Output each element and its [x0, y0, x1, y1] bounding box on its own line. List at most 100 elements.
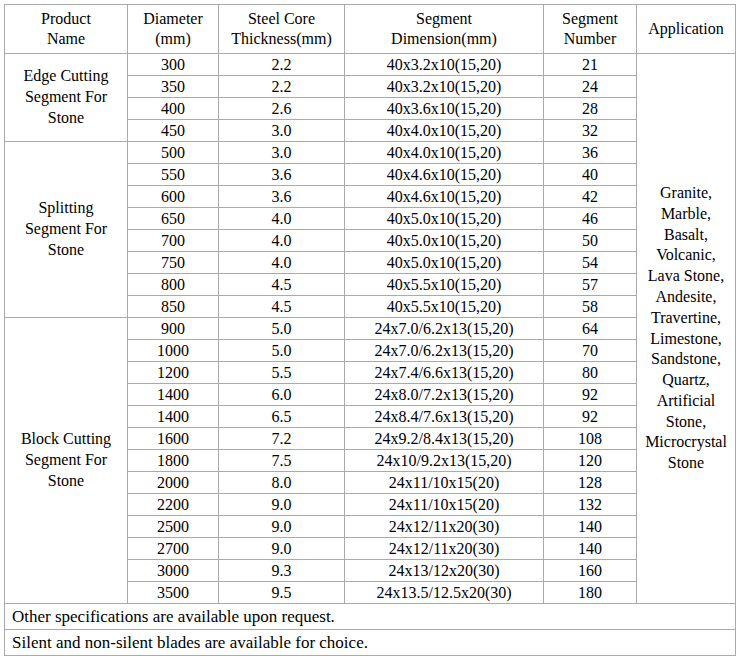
cell-segment-number: 21: [544, 54, 637, 76]
cell-diameter: 500: [128, 142, 219, 164]
cell-diameter: 2000: [128, 472, 219, 494]
cell-diameter: 700: [128, 230, 219, 252]
col-header-segment-number: Segment Number: [544, 5, 637, 54]
cell-steel-core-thickness: 4.0: [219, 208, 345, 230]
cell-segment-number: 32: [544, 120, 637, 142]
cell-steel-core-thickness: 2.2: [219, 54, 345, 76]
cell-segment-number: 92: [544, 384, 637, 406]
cell-steel-core-thickness: 9.0: [219, 538, 345, 560]
cell-segment-number: 92: [544, 406, 637, 428]
cell-steel-core-thickness: 2.2: [219, 76, 345, 98]
cell-diameter: 800: [128, 274, 219, 296]
cell-diameter: 2500: [128, 516, 219, 538]
cell-segment-dimension: 40x4.6x10(15,20): [345, 186, 544, 208]
cell-diameter: 450: [128, 120, 219, 142]
cell-segment-dimension: 24x13.5/12.5x20(30): [345, 582, 544, 604]
cell-diameter: 1800: [128, 450, 219, 472]
col-header-diameter: Diameter (mm): [128, 5, 219, 54]
cell-steel-core-thickness: 9.3: [219, 560, 345, 582]
cell-segment-dimension: 24x13/12x20(30): [345, 560, 544, 582]
cell-steel-core-thickness: 3.0: [219, 120, 345, 142]
cell-steel-core-thickness: 9.5: [219, 582, 345, 604]
cell-steel-core-thickness: 6.0: [219, 384, 345, 406]
footnote-specifications: Other specifications are available upon …: [5, 604, 736, 630]
cell-segment-dimension: 40x3.2x10(15,20): [345, 76, 544, 98]
cell-steel-core-thickness: 8.0: [219, 472, 345, 494]
product-name-cell: Block Cutting Segment For Stone: [5, 318, 128, 604]
table-header: Product Name Diameter (mm) Steel Core Th…: [5, 5, 736, 54]
cell-steel-core-thickness: 4.5: [219, 274, 345, 296]
cell-steel-core-thickness: 7.5: [219, 450, 345, 472]
table-body: Edge Cutting Segment For Stone3002.240x3…: [5, 54, 736, 604]
cell-diameter: 2200: [128, 494, 219, 516]
cell-segment-dimension: 40x5.5x10(15,20): [345, 296, 544, 318]
cell-diameter: 400: [128, 98, 219, 120]
cell-diameter: 3500: [128, 582, 219, 604]
cell-segment-dimension: 24x7.0/6.2x13(15,20): [345, 318, 544, 340]
col-header-steel-core-thickness: Steel Core Thickness(mm): [219, 5, 345, 54]
cell-segment-dimension: 24x8.4/7.6x13(15,20): [345, 406, 544, 428]
cell-segment-number: 58: [544, 296, 637, 318]
cell-segment-number: 128: [544, 472, 637, 494]
cell-segment-dimension: 24x11/10x15(20): [345, 472, 544, 494]
cell-segment-number: 50: [544, 230, 637, 252]
cell-steel-core-thickness: 3.0: [219, 142, 345, 164]
cell-segment-number: 54: [544, 252, 637, 274]
cell-segment-dimension: 24x8.0/7.2x13(15,20): [345, 384, 544, 406]
cell-segment-number: 24: [544, 76, 637, 98]
cell-diameter: 2700: [128, 538, 219, 560]
cell-segment-dimension: 24x11/10x15(20): [345, 494, 544, 516]
cell-segment-number: 42: [544, 186, 637, 208]
footnote-row: Other specifications are available upon …: [5, 604, 736, 630]
product-name-cell: Splitting Segment For Stone: [5, 142, 128, 318]
cell-segment-number: 140: [544, 538, 637, 560]
cell-diameter: 1400: [128, 406, 219, 428]
cell-diameter: 600: [128, 186, 219, 208]
cell-segment-dimension: 40x4.0x10(15,20): [345, 142, 544, 164]
cell-diameter: 650: [128, 208, 219, 230]
footnote-blades: Silent and non-silent blades are availab…: [5, 630, 736, 656]
cell-steel-core-thickness: 2.6: [219, 98, 345, 120]
application-cell: Granite, Marble, Basalt, Volcanic, Lava …: [637, 54, 736, 604]
table-footnotes: Other specifications are available upon …: [5, 604, 736, 656]
cell-steel-core-thickness: 3.6: [219, 164, 345, 186]
cell-segment-dimension: 24x7.0/6.2x13(15,20): [345, 340, 544, 362]
cell-diameter: 850: [128, 296, 219, 318]
cell-steel-core-thickness: 4.5: [219, 296, 345, 318]
cell-segment-dimension: 40x4.0x10(15,20): [345, 120, 544, 142]
cell-segment-dimension: 40x4.6x10(15,20): [345, 164, 544, 186]
cell-segment-dimension: 24x9.2/8.4x13(15,20): [345, 428, 544, 450]
cell-segment-dimension: 40x5.5x10(15,20): [345, 274, 544, 296]
spec-row: Splitting Segment For Stone5003.040x4.0x…: [5, 142, 736, 164]
cell-diameter: 300: [128, 54, 219, 76]
cell-steel-core-thickness: 3.6: [219, 186, 345, 208]
spec-row: Block Cutting Segment For Stone9005.024x…: [5, 318, 736, 340]
spec-row: Edge Cutting Segment For Stone3002.240x3…: [5, 54, 736, 76]
cell-steel-core-thickness: 9.0: [219, 516, 345, 538]
cell-segment-number: 160: [544, 560, 637, 582]
cell-diameter: 550: [128, 164, 219, 186]
cell-diameter: 900: [128, 318, 219, 340]
cell-steel-core-thickness: 5.5: [219, 362, 345, 384]
cell-segment-number: 64: [544, 318, 637, 340]
cell-segment-dimension: 40x3.2x10(15,20): [345, 54, 544, 76]
cell-segment-number: 57: [544, 274, 637, 296]
cell-segment-number: 46: [544, 208, 637, 230]
col-header-application: Application: [637, 5, 736, 54]
cell-segment-dimension: 40x3.6x10(15,20): [345, 98, 544, 120]
col-header-segment-dimension: Segment Dimension(mm): [345, 5, 544, 54]
cell-diameter: 3000: [128, 560, 219, 582]
cell-segment-dimension: 24x12/11x20(30): [345, 538, 544, 560]
cell-diameter: 1400: [128, 384, 219, 406]
cell-steel-core-thickness: 4.0: [219, 252, 345, 274]
cell-segment-dimension: 24x12/11x20(30): [345, 516, 544, 538]
cell-diameter: 1600: [128, 428, 219, 450]
cell-steel-core-thickness: 5.0: [219, 318, 345, 340]
cell-segment-number: 180: [544, 582, 637, 604]
cell-steel-core-thickness: 4.0: [219, 230, 345, 252]
col-header-product-name: Product Name: [5, 5, 128, 54]
cell-segment-dimension: 24x7.4/6.6x13(15,20): [345, 362, 544, 384]
cell-segment-number: 28: [544, 98, 637, 120]
footnote-row: Silent and non-silent blades are availab…: [5, 630, 736, 656]
cell-steel-core-thickness: 5.0: [219, 340, 345, 362]
